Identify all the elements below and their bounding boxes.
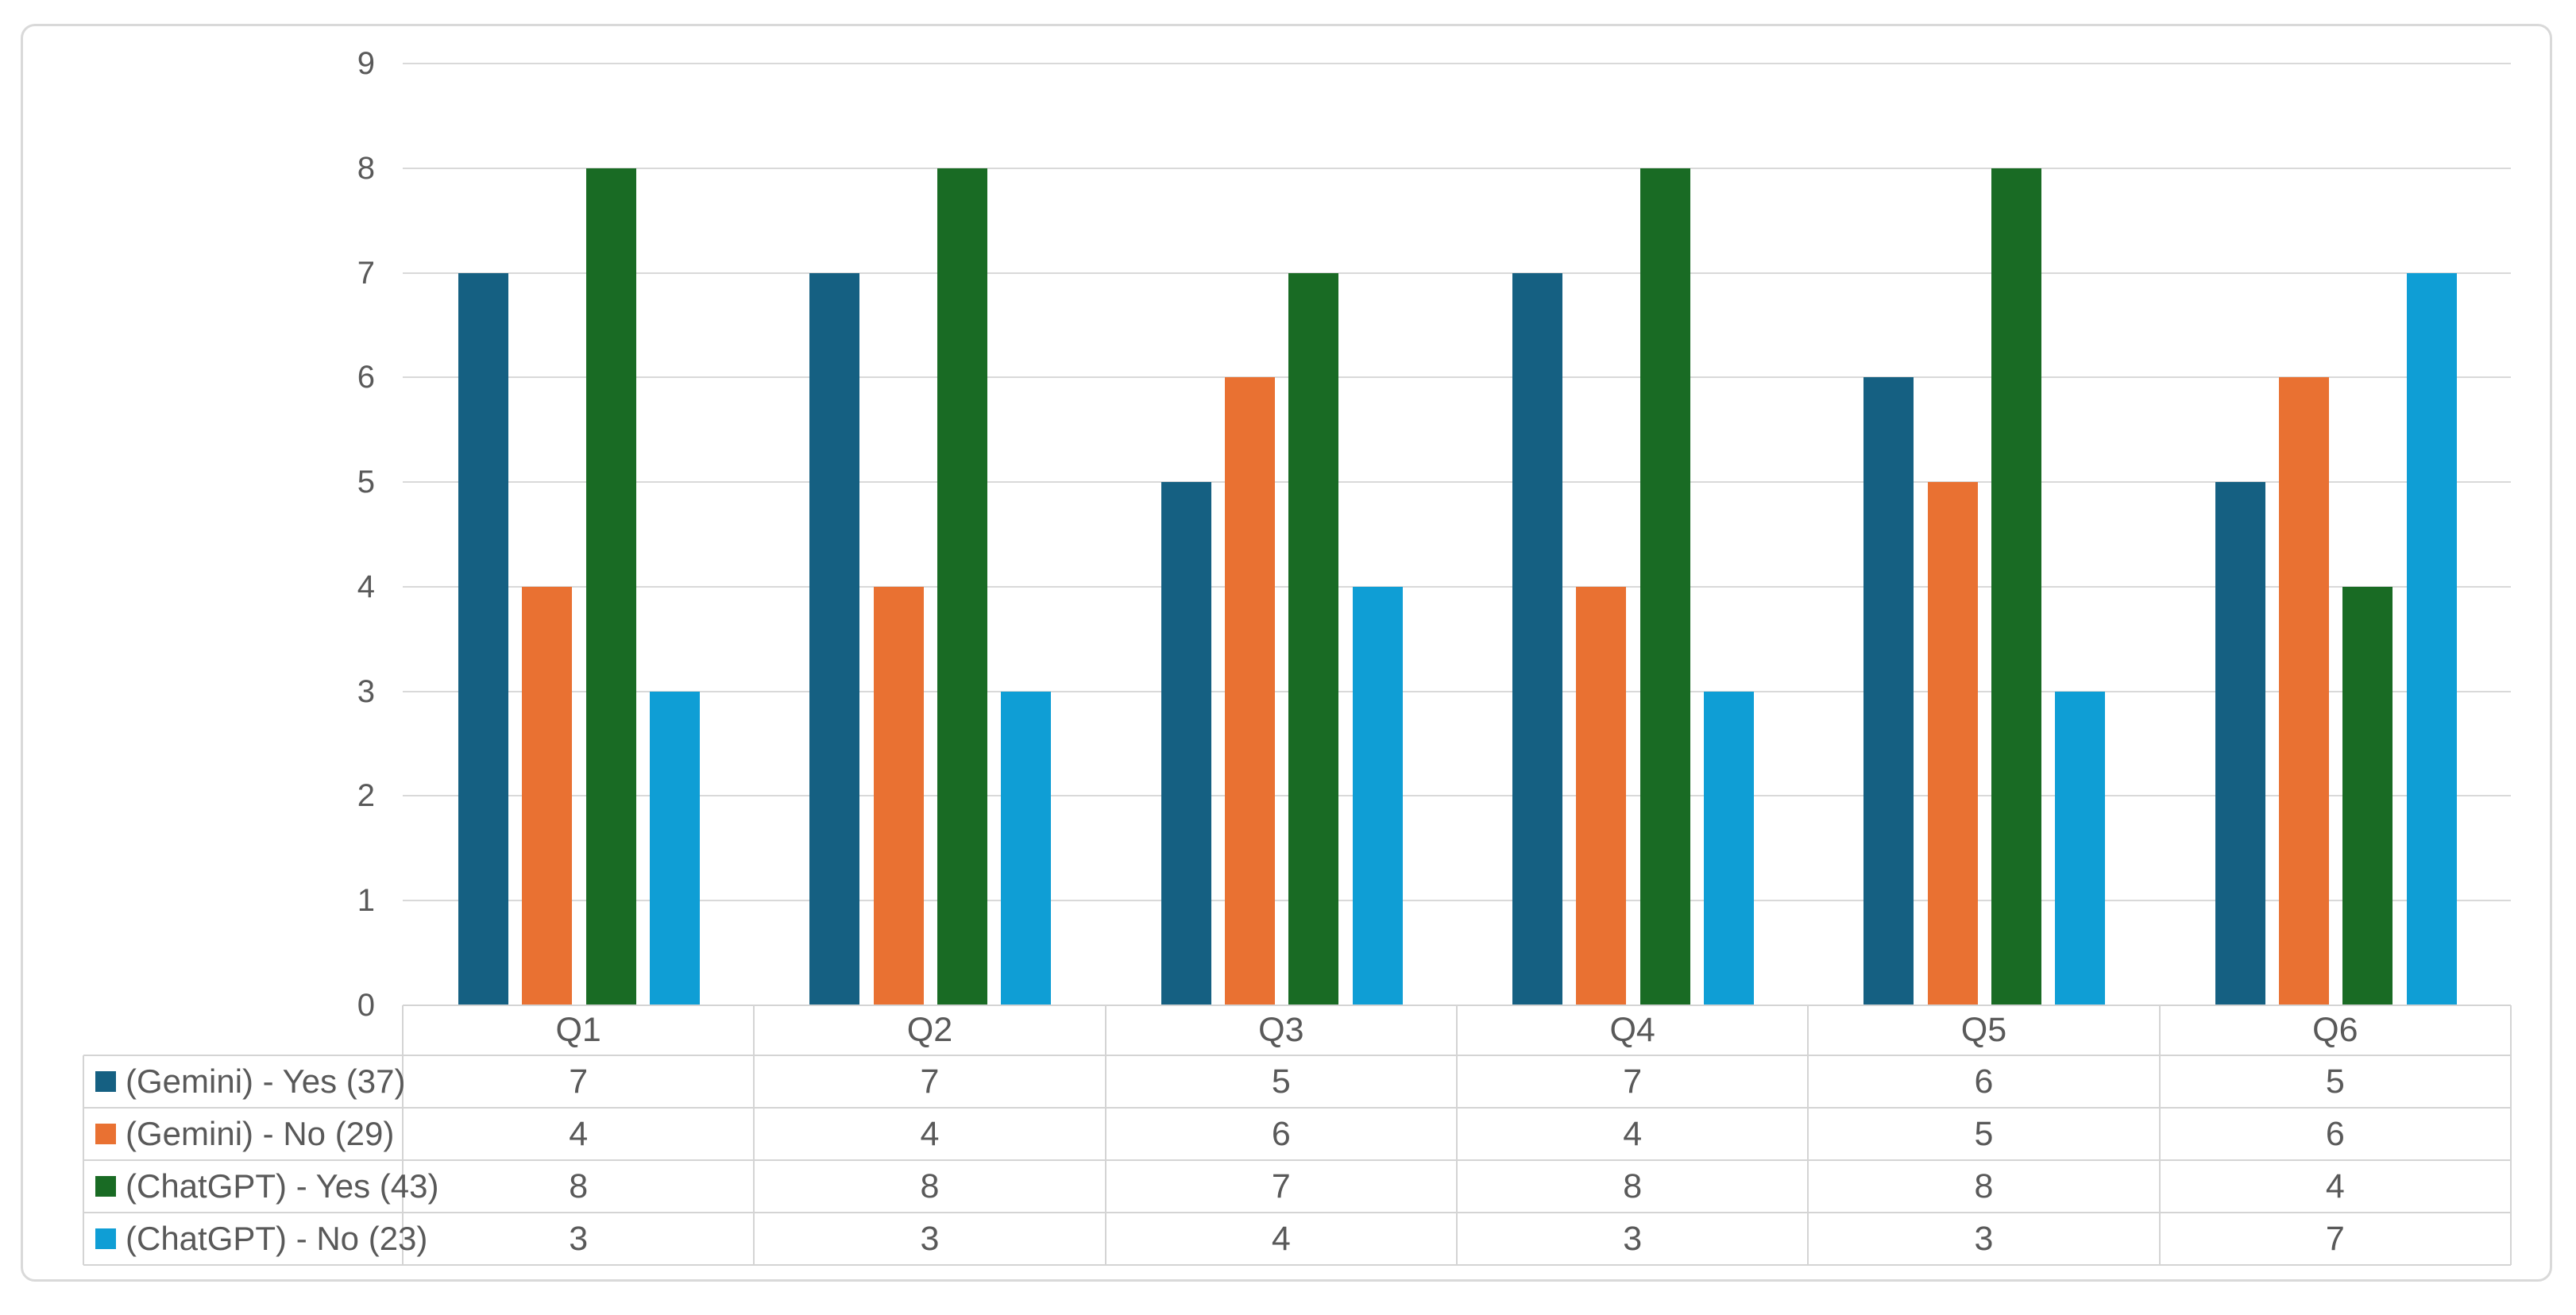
table-border-vertical [1807,1005,1809,1265]
table-cell-q4-gemini-yes-37: 7 [1623,1062,1643,1101]
series-label-chatgpt-yes-43: (ChatGPT) - Yes (43) [126,1167,439,1205]
gridline-7 [403,272,2511,274]
bar-q4-gemini-yes-37 [1512,272,1562,1005]
gridline-2 [403,795,2511,797]
table-cell-q6-chatgpt-no-23: 7 [2325,1220,2345,1258]
table-cell-q4-gemini-no-29: 4 [1623,1115,1643,1153]
series-label-gemini-no-29: (Gemini) - No (29) [126,1115,395,1152]
category-header-q5: Q5 [1960,1011,2007,1049]
bar-q5-gemini-yes-37 [1863,377,1914,1005]
table-cell-q5-gemini-no-29: 5 [1974,1115,1994,1153]
table-border-vertical [753,1005,755,1265]
gridline-9 [403,63,2511,64]
category-header-q6: Q6 [2312,1011,2358,1049]
y-axis-tick-label: 2 [357,778,375,814]
gridline-5 [403,481,2511,484]
y-axis-tick-label: 7 [357,255,375,291]
y-axis-tick-label: 9 [357,46,375,81]
gridline-6 [403,376,2511,379]
bar-q2-chatgpt-yes-43 [937,168,987,1005]
category-header-q2: Q2 [906,1011,953,1049]
series-label-chatgpt-no-23: (ChatGPT) - No (23) [126,1220,428,1257]
table-cell-q2-gemini-no-29: 4 [920,1115,940,1153]
series-label-gemini-yes-37: (Gemini) - Yes (37) [126,1062,406,1100]
table-cell-q4-chatgpt-no-23: 3 [1623,1220,1643,1258]
bar-q2-chatgpt-no-23 [1001,691,1052,1005]
table-border-vertical [2510,1005,2512,1265]
chart-outer-frame [21,24,2552,1282]
y-axis-tick-label: 6 [357,360,375,395]
bar-q4-chatgpt-no-23 [1703,691,1754,1005]
legend-swatch-gemini-yes-37 [95,1071,116,1092]
table-border-vertical [1104,1005,1106,1265]
table-border-horizontal [83,1264,2511,1266]
table-border-vertical [402,1005,404,1265]
table-cell-q1-chatgpt-yes-43: 8 [569,1167,589,1205]
y-axis-tick-label: 4 [357,569,375,604]
table-cell-q6-chatgpt-yes-43: 4 [2325,1167,2345,1205]
y-axis-tick-label: 8 [357,150,375,186]
category-header-q4: Q4 [1609,1011,1655,1049]
gridline-4 [403,585,2511,588]
gridline-3 [403,690,2511,692]
bar-q6-gemini-yes-37 [2215,482,2265,1005]
y-axis-tick-label: 1 [357,883,375,919]
legend-swatch-chatgpt-yes-43 [95,1176,116,1197]
table-border-horizontal [83,1055,2511,1056]
bar-q6-chatgpt-yes-43 [2342,586,2393,1005]
bar-q1-gemini-no-29 [522,586,573,1005]
table-cell-q6-gemini-no-29: 6 [2325,1115,2345,1153]
bar-q3-chatgpt-no-23 [1352,586,1403,1005]
y-axis-tick-label: 0 [357,988,375,1023]
table-cell-q2-gemini-yes-37: 7 [920,1062,940,1101]
bar-q6-chatgpt-no-23 [2406,272,2457,1005]
legend-swatch-gemini-no-29 [95,1124,116,1144]
y-axis-tick-label: 5 [357,465,375,500]
bar-q1-gemini-yes-37 [458,272,508,1005]
bar-q1-chatgpt-no-23 [649,691,700,1005]
bar-q3-gemini-no-29 [1224,377,1275,1005]
table-cell-q5-gemini-yes-37: 6 [1974,1062,1994,1101]
category-header-q3: Q3 [1258,1011,1304,1049]
table-cell-q3-chatgpt-yes-43: 7 [1271,1167,1291,1205]
bar-q4-chatgpt-yes-43 [1639,168,1690,1005]
table-border-horizontal [83,1107,2511,1109]
bar-q2-gemini-no-29 [873,586,924,1005]
bar-q5-chatgpt-yes-43 [1991,168,2041,1005]
legend-swatch-chatgpt-no-23 [95,1228,116,1249]
table-cell-q6-gemini-yes-37: 5 [2325,1062,2345,1101]
table-border-vertical [1456,1005,1458,1265]
table-cell-q4-chatgpt-yes-43: 8 [1623,1167,1643,1205]
table-border-horizontal [83,1159,2511,1161]
bar-q4-gemini-no-29 [1576,586,1627,1005]
bar-q6-gemini-no-29 [2278,377,2329,1005]
y-axis-tick-label: 3 [357,673,375,709]
bar-q5-chatgpt-no-23 [2055,691,2106,1005]
table-border-vertical [83,1055,84,1265]
table-cell-q1-gemini-yes-37: 7 [569,1062,589,1101]
table-cell-q3-gemini-no-29: 6 [1271,1115,1291,1153]
bar-q3-chatgpt-yes-43 [1288,272,1339,1005]
gridline-1 [403,900,2511,902]
table-border-horizontal [83,1212,2511,1213]
bar-q3-gemini-yes-37 [1161,482,1211,1005]
gridline-8 [403,167,2511,169]
table-cell-q3-chatgpt-no-23: 4 [1271,1220,1291,1258]
bar-q5-gemini-no-29 [1927,482,1978,1005]
table-cell-q1-gemini-no-29: 4 [569,1115,589,1153]
table-cell-q2-chatgpt-no-23: 3 [920,1220,940,1258]
table-cell-q3-gemini-yes-37: 5 [1271,1062,1291,1101]
table-cell-q5-chatgpt-yes-43: 8 [1974,1167,1994,1205]
table-cell-q5-chatgpt-no-23: 3 [1974,1220,1994,1258]
table-border-vertical [2158,1005,2161,1265]
bar-q2-gemini-yes-37 [809,272,860,1005]
bar-q1-chatgpt-yes-43 [585,168,636,1005]
table-cell-q2-chatgpt-yes-43: 8 [920,1167,940,1205]
table-cell-q1-chatgpt-no-23: 3 [569,1220,589,1258]
category-header-q1: Q1 [555,1011,601,1049]
